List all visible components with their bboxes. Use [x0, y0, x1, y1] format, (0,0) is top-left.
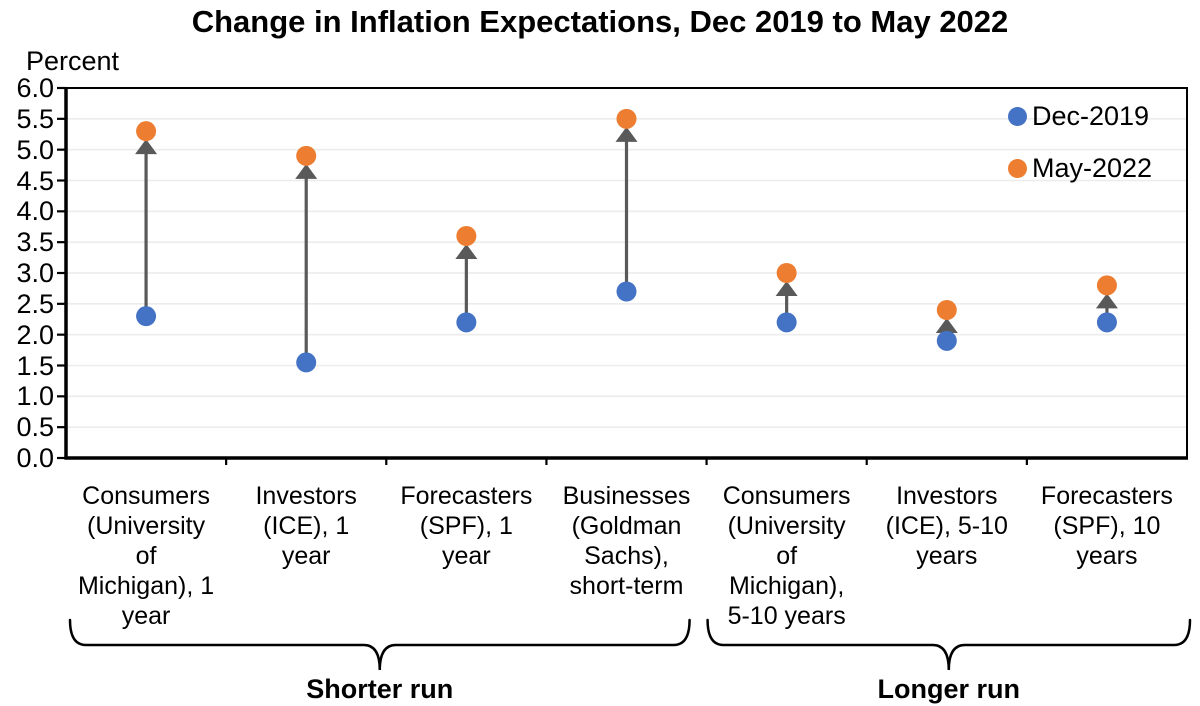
y-axis-unit-label: Percent [26, 46, 120, 76]
y-tick-label: 3.0 [16, 258, 54, 288]
category-label: Forecasters (SPF), 1 year [400, 482, 533, 570]
y-tick-label: 0.5 [16, 412, 54, 443]
group-label: Shorter run [306, 674, 454, 704]
y-tick-label: 6.0 [16, 73, 54, 103]
data-point-may-2022 [296, 145, 317, 166]
category-label: Consumers (University of Michigan), 1 ye… [77, 482, 215, 630]
legend-item: Dec-2019 [1008, 90, 1152, 142]
change-arrow-head [615, 126, 638, 142]
data-point-dec-2019 [1096, 312, 1117, 333]
data-point-may-2022 [936, 300, 957, 320]
y-tick-label: 4.5 [16, 165, 54, 196]
group-brace [706, 618, 1192, 671]
group-label: Longer run [877, 674, 1021, 704]
data-point-dec-2019 [616, 281, 637, 302]
y-tick-label: 1.0 [16, 381, 54, 412]
legend-label: May-2022 [1032, 152, 1153, 183]
y-tick-label: 3.5 [16, 227, 54, 258]
legend: Dec-2019 May-2022 [1008, 90, 1152, 194]
y-tick-label: 2.5 [16, 288, 54, 319]
y-tick-label: 2.0 [16, 319, 54, 350]
y-tick-label: 0.0 [16, 443, 54, 473]
chart-title: Change in Inflation Expectations, Dec 20… [191, 4, 1009, 39]
data-point-dec-2019 [776, 312, 797, 333]
category-label: Consumers (University of Michigan), 5-10… [722, 482, 851, 630]
category-label: Investors (ICE), 1 year [255, 482, 357, 570]
group-brace [68, 618, 691, 671]
data-point-dec-2019 [296, 352, 317, 373]
data-point-dec-2019 [456, 312, 477, 333]
data-point-may-2022 [1096, 275, 1117, 296]
change-arrow-head [775, 281, 798, 296]
change-arrow-head [1095, 293, 1118, 309]
legend-item: May-2022 [1008, 142, 1152, 194]
data-point-may-2022 [136, 121, 157, 142]
data-point-may-2022 [456, 226, 477, 246]
legend-marker-icon [1008, 106, 1027, 126]
data-point-may-2022 [776, 263, 797, 283]
category-label: Businesses (Goldman Sachs), short-term [562, 482, 691, 600]
change-arrow-head [295, 163, 318, 179]
data-point-dec-2019 [136, 306, 157, 327]
change-arrow-head [935, 318, 958, 333]
legend-marker-icon [1008, 158, 1027, 178]
change-arrow-head [455, 244, 478, 259]
legend-label: Dec-2019 [1032, 100, 1150, 131]
y-tick-label: 1.5 [16, 350, 54, 381]
y-tick-label: 4.0 [16, 196, 54, 227]
y-tick-label: 5.0 [16, 134, 54, 165]
category-label: Forecasters (SPF), 10 years [1040, 482, 1173, 570]
category-label: Investors (ICE), 5-10 years [885, 482, 1008, 570]
data-point-may-2022 [616, 108, 637, 129]
change-arrow-head [135, 139, 158, 155]
data-point-dec-2019 [936, 330, 957, 351]
y-tick-label: 5.5 [16, 103, 54, 134]
